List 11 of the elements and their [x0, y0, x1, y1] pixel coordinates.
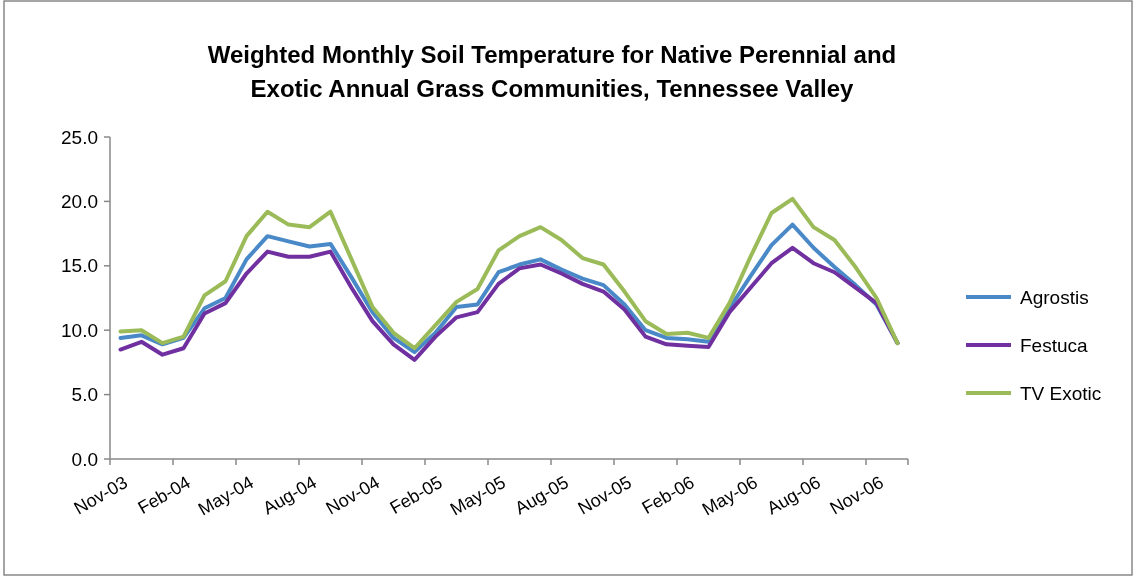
y-tick-label: 0.0: [71, 448, 98, 470]
legend-label: TV Exotic: [1020, 382, 1102, 404]
y-tick-label: 10.0: [61, 319, 98, 341]
y-tick-label: 5.0: [71, 384, 98, 406]
line-series: [118, 196, 900, 351]
y-tick-label: 15.0: [61, 255, 98, 277]
legend-label: Festuca: [1020, 334, 1089, 356]
y-tick-label: 25.0: [61, 126, 98, 148]
chart-title: Weighted Monthly Soil Temperature for Native Perennial and Exotic Annual Grass Communities, Tennessee Valley: [207, 41, 897, 102]
y-tick-label: 20.0: [61, 191, 98, 213]
legend-label: Agrostis: [1020, 286, 1089, 308]
